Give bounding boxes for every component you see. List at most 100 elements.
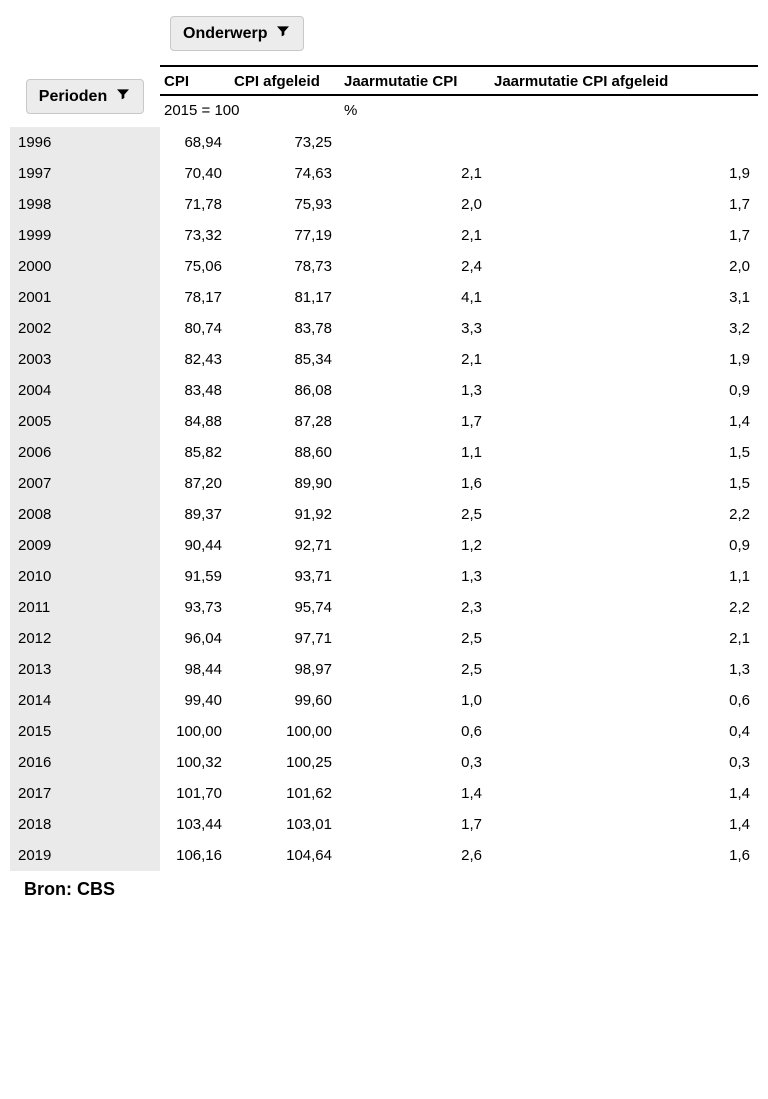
cell-cpi-afgeleid: 91,92 <box>230 499 340 530</box>
cell-year: 2002 <box>10 313 160 344</box>
table-row: 199871,7875,932,01,7 <box>10 189 758 220</box>
cell-jaarmutatie-cpi: 2,5 <box>340 654 490 685</box>
table-row: 200787,2089,901,61,5 <box>10 468 758 499</box>
cell-jaarmutatie-cpi: 0,3 <box>340 747 490 778</box>
cell-year: 2013 <box>10 654 160 685</box>
cell-jaarmutatie-cpi-afgeleid: 1,6 <box>490 840 758 871</box>
cell-jaarmutatie-cpi-afgeleid: 2,2 <box>490 592 758 623</box>
cell-cpi-afgeleid: 83,78 <box>230 313 340 344</box>
column-header-jaarmutatie-cpi: Jaarmutatie CPI <box>340 66 490 95</box>
cell-jaarmutatie-cpi: 1,7 <box>340 809 490 840</box>
column-header-cpi-afgeleid: CPI afgeleid <box>230 66 340 95</box>
cell-jaarmutatie-cpi: 1,2 <box>340 530 490 561</box>
cell-cpi-afgeleid: 103,01 <box>230 809 340 840</box>
cell-cpi: 91,59 <box>160 561 230 592</box>
table-row: 201398,4498,972,51,3 <box>10 654 758 685</box>
cell-cpi-afgeleid: 104,64 <box>230 840 340 871</box>
onderwerp-filter-label: Onderwerp <box>183 25 267 43</box>
cell-cpi: 89,37 <box>160 499 230 530</box>
cell-jaarmutatie-cpi: 1,0 <box>340 685 490 716</box>
cell-jaarmutatie-cpi: 2,1 <box>340 158 490 189</box>
cell-jaarmutatie-cpi: 1,4 <box>340 778 490 809</box>
cell-year: 2005 <box>10 406 160 437</box>
table-row: 200280,7483,783,33,2 <box>10 313 758 344</box>
unit-index-base: 2015 = 100 <box>160 95 340 127</box>
cell-cpi: 85,82 <box>160 437 230 468</box>
cell-jaarmutatie-cpi-afgeleid: 1,4 <box>490 406 758 437</box>
table-row: 201091,5993,711,31,1 <box>10 561 758 592</box>
cell-cpi: 100,00 <box>160 716 230 747</box>
table-row: 200178,1781,174,13,1 <box>10 282 758 313</box>
cpi-table: Perioden CPI CPI afgeleid Jaarmutatie CP… <box>10 65 758 871</box>
cell-cpi-afgeleid: 88,60 <box>230 437 340 468</box>
cell-year: 2018 <box>10 809 160 840</box>
cell-cpi: 100,32 <box>160 747 230 778</box>
cell-cpi-afgeleid: 87,28 <box>230 406 340 437</box>
cell-jaarmutatie-cpi: 1,3 <box>340 561 490 592</box>
cell-cpi: 70,40 <box>160 158 230 189</box>
table-row: 199668,9473,25 <box>10 127 758 158</box>
table-row: 201499,4099,601,00,6 <box>10 685 758 716</box>
cell-year: 2010 <box>10 561 160 592</box>
table-row: 200075,0678,732,42,0 <box>10 251 758 282</box>
cell-cpi-afgeleid: 95,74 <box>230 592 340 623</box>
cell-jaarmutatie-cpi-afgeleid: 1,9 <box>490 344 758 375</box>
cell-cpi: 75,06 <box>160 251 230 282</box>
cell-jaarmutatie-cpi: 1,3 <box>340 375 490 406</box>
table-row: 2017101,70101,621,41,4 <box>10 778 758 809</box>
cell-jaarmutatie-cpi-afgeleid <box>490 127 758 158</box>
cell-cpi: 68,94 <box>160 127 230 158</box>
cell-year: 2001 <box>10 282 160 313</box>
perioden-filter-label: Perioden <box>39 88 107 106</box>
cell-cpi-afgeleid: 77,19 <box>230 220 340 251</box>
cell-jaarmutatie-cpi: 2,5 <box>340 623 490 654</box>
cell-cpi: 82,43 <box>160 344 230 375</box>
cell-jaarmutatie-cpi: 4,1 <box>340 282 490 313</box>
cell-jaarmutatie-cpi: 2,4 <box>340 251 490 282</box>
cell-cpi: 73,32 <box>160 220 230 251</box>
cell-cpi: 90,44 <box>160 530 230 561</box>
cell-year: 2014 <box>10 685 160 716</box>
cell-cpi-afgeleid: 78,73 <box>230 251 340 282</box>
cell-cpi: 99,40 <box>160 685 230 716</box>
cell-cpi: 71,78 <box>160 189 230 220</box>
perioden-filter-button[interactable]: Perioden <box>26 79 144 114</box>
cell-jaarmutatie-cpi-afgeleid: 2,0 <box>490 251 758 282</box>
onderwerp-filter-button[interactable]: Onderwerp <box>170 16 304 51</box>
cell-jaarmutatie-cpi-afgeleid: 1,7 <box>490 189 758 220</box>
cell-jaarmutatie-cpi: 1,7 <box>340 406 490 437</box>
cell-year: 2015 <box>10 716 160 747</box>
cell-cpi-afgeleid: 101,62 <box>230 778 340 809</box>
cell-jaarmutatie-cpi-afgeleid: 1,4 <box>490 778 758 809</box>
cell-year: 2003 <box>10 344 160 375</box>
cell-cpi-afgeleid: 75,93 <box>230 189 340 220</box>
cell-cpi-afgeleid: 99,60 <box>230 685 340 716</box>
cell-cpi: 106,16 <box>160 840 230 871</box>
cell-jaarmutatie-cpi-afgeleid: 1,1 <box>490 561 758 592</box>
cell-jaarmutatie-cpi-afgeleid: 1,4 <box>490 809 758 840</box>
cell-cpi: 101,70 <box>160 778 230 809</box>
cell-jaarmutatie-cpi-afgeleid: 3,1 <box>490 282 758 313</box>
cell-jaarmutatie-cpi-afgeleid: 2,2 <box>490 499 758 530</box>
cell-year: 2019 <box>10 840 160 871</box>
cell-jaarmutatie-cpi-afgeleid: 0,9 <box>490 530 758 561</box>
cell-year: 2004 <box>10 375 160 406</box>
cell-jaarmutatie-cpi-afgeleid: 0,9 <box>490 375 758 406</box>
cell-year: 1997 <box>10 158 160 189</box>
cell-year: 2017 <box>10 778 160 809</box>
table-row: 200382,4385,342,11,9 <box>10 344 758 375</box>
cell-year: 2007 <box>10 468 160 499</box>
cell-year: 1998 <box>10 189 160 220</box>
table-row: 201193,7395,742,32,2 <box>10 592 758 623</box>
table-row: 2016100,32100,250,30,3 <box>10 747 758 778</box>
column-header-jaarmutatie-cpi-afgeleid: Jaarmutatie CPI afgeleid <box>490 66 758 95</box>
table-row: 199770,4074,632,11,9 <box>10 158 758 189</box>
cell-jaarmutatie-cpi-afgeleid: 0,4 <box>490 716 758 747</box>
cell-jaarmutatie-cpi: 2,5 <box>340 499 490 530</box>
cell-cpi-afgeleid: 93,71 <box>230 561 340 592</box>
cell-jaarmutatie-cpi-afgeleid: 1,3 <box>490 654 758 685</box>
cell-cpi: 98,44 <box>160 654 230 685</box>
cell-jaarmutatie-cpi: 1,1 <box>340 437 490 468</box>
cell-cpi: 84,88 <box>160 406 230 437</box>
cell-cpi-afgeleid: 100,25 <box>230 747 340 778</box>
